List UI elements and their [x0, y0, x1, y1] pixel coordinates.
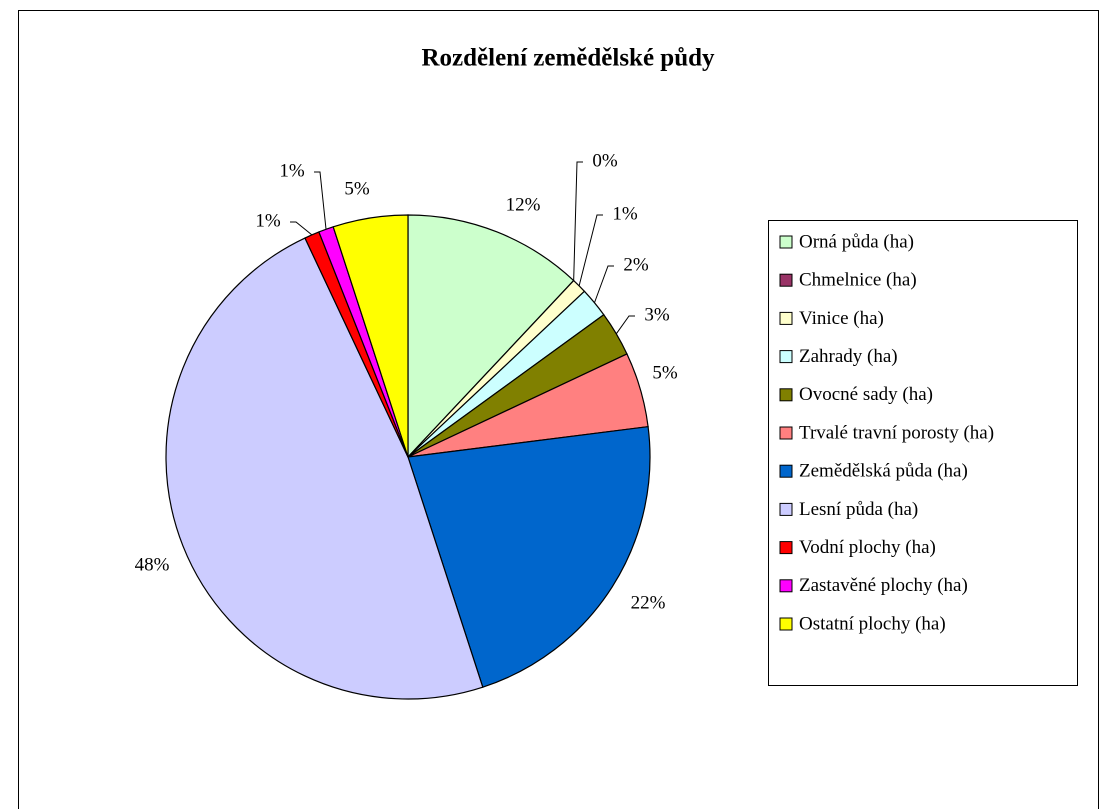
legend-swatch — [779, 388, 793, 402]
legend-box — [768, 220, 1078, 686]
legend-label: Zastavěné plochy (ha) — [799, 575, 968, 596]
pie-slice — [407, 214, 575, 459]
leader-line — [290, 221, 313, 236]
data-label: 0% — [592, 150, 618, 171]
chart-title: Rozdělení zemědělské půdy — [421, 45, 715, 72]
legend-swatch — [779, 311, 793, 325]
leader-line — [615, 315, 635, 335]
legend-label: Vinice (ha) — [799, 308, 884, 329]
legend-swatch — [779, 426, 793, 440]
leader-line — [578, 214, 603, 287]
legend-swatch — [779, 350, 793, 364]
legend-swatch — [779, 617, 793, 631]
data-label: 12% — [506, 194, 541, 215]
data-label: 5% — [344, 178, 370, 199]
data-label: 48% — [135, 554, 170, 575]
leader-line — [314, 171, 327, 230]
data-label: 1% — [279, 160, 305, 181]
legend-swatch — [779, 579, 793, 593]
data-label: 22% — [631, 592, 666, 613]
legend-label: Zemědělská půda (ha) — [799, 461, 968, 482]
legend-swatch — [779, 464, 793, 478]
legend-label: Orná půda (ha) — [799, 231, 914, 252]
pie-slice — [407, 425, 651, 688]
data-label: 5% — [652, 362, 678, 383]
legend-label: Trvalé travní porosty (ha) — [799, 422, 994, 443]
legend-label: Chmelnice (ha) — [799, 270, 917, 291]
data-label: 3% — [644, 304, 670, 325]
legend-label: Ostatní plochy (ha) — [799, 613, 946, 634]
legend-label: Lesní půda (ha) — [799, 499, 918, 520]
legend-label: Vodní plochy (ha) — [799, 537, 936, 558]
pie-slice — [165, 237, 484, 700]
legend-swatch — [779, 273, 793, 287]
data-label: 1% — [255, 210, 281, 231]
legend-label: Zahrady (ha) — [799, 346, 898, 367]
data-label: 2% — [623, 254, 649, 275]
legend-swatch — [779, 502, 793, 516]
legend-label: Ovocné sady (ha) — [799, 384, 933, 405]
leader-line — [573, 161, 583, 281]
data-label: 1% — [612, 203, 638, 224]
leader-line — [593, 265, 614, 303]
pie-slice — [332, 214, 409, 458]
legend-swatch — [779, 235, 793, 249]
legend-swatch — [779, 541, 793, 555]
